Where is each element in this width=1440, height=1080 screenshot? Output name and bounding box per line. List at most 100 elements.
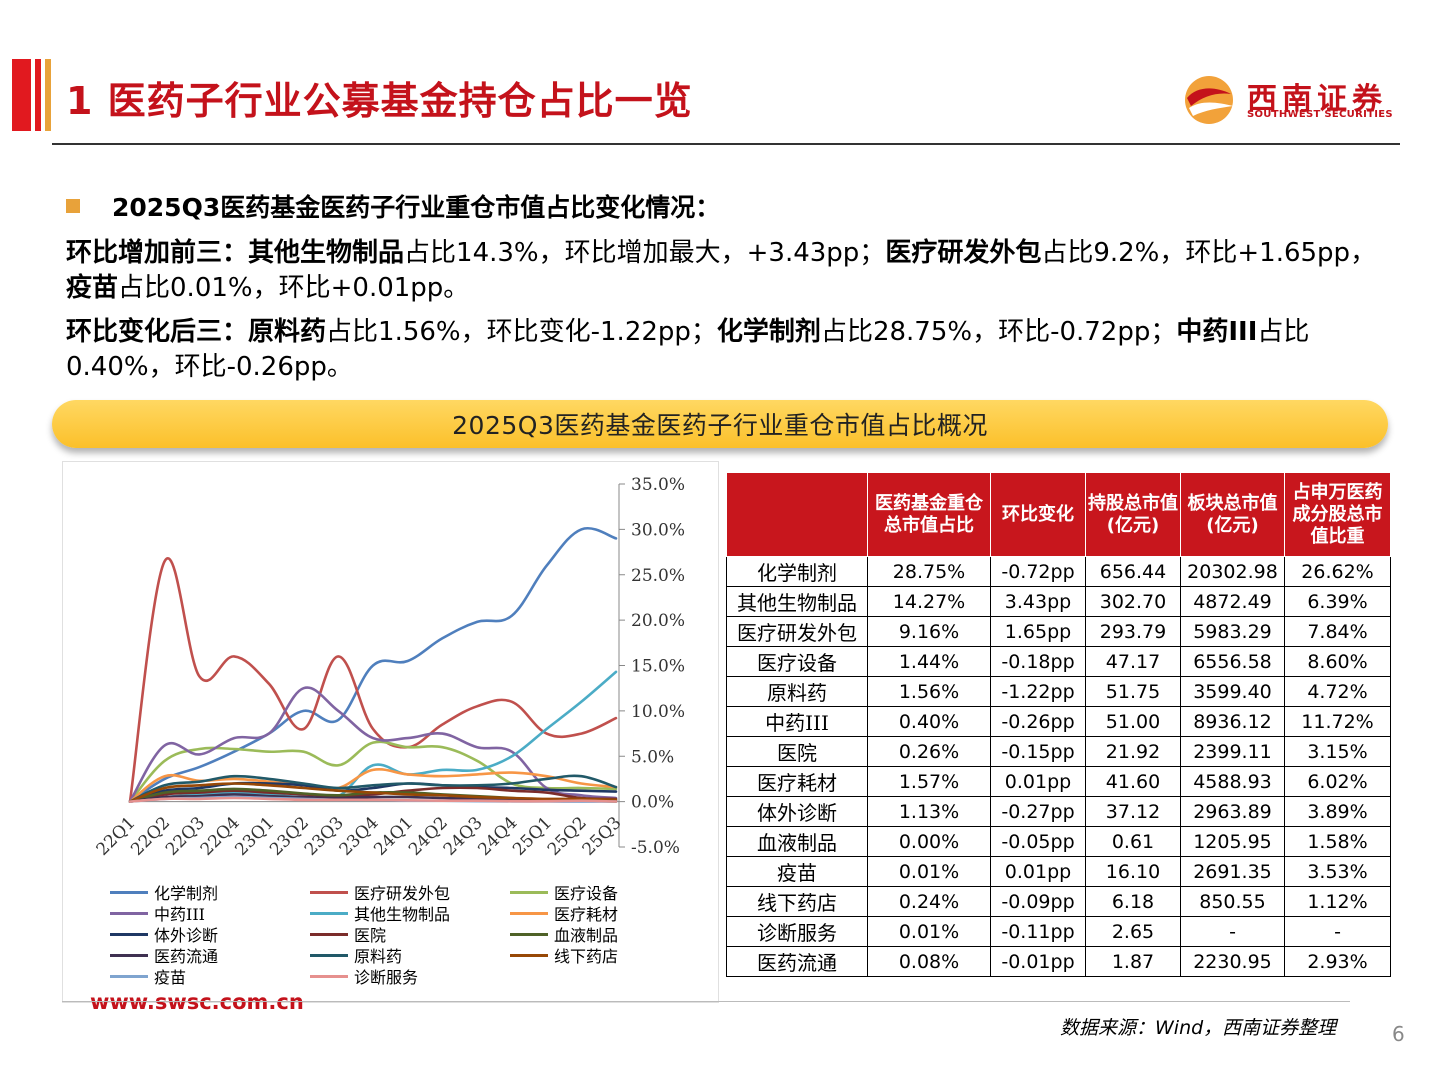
table-value-cell: 7.84% (1284, 616, 1391, 647)
legend-label: 其他生物制品 (354, 905, 451, 924)
series-line-其他生物制品 (128, 670, 618, 803)
table-value-cell: 3.15% (1284, 736, 1391, 767)
legend-label: 医院 (354, 926, 387, 945)
legend-label: 疫苗 (154, 968, 187, 987)
legend-swatch (110, 953, 148, 957)
legend-swatch (110, 932, 148, 936)
footer-divider (62, 1001, 1350, 1002)
table-value-cell: 9.16% (867, 616, 991, 647)
legend-item: 医疗设备 (510, 880, 618, 904)
legend-swatch (310, 953, 348, 957)
legend-swatch (310, 911, 348, 915)
table-row: 其他生物制品 14.27% 3.43pp 302.70 4872.49 6.39% (726, 586, 1391, 617)
table-value-cell: -0.27pp (990, 796, 1086, 827)
x-tick-label: 23Q3 (301, 813, 348, 860)
summary-text-run: 环比增加前三： (66, 238, 249, 268)
table-value-cell: 4588.93 (1180, 766, 1285, 797)
page-title: 1 医药子行业公募基金持仓占比一览 (66, 79, 693, 123)
table-value-cell: 3.53% (1284, 856, 1391, 887)
legend-item: 医院 (310, 922, 386, 946)
table-value-cell: 3.43pp (990, 586, 1086, 617)
table-value-cell: -0.72pp (990, 556, 1086, 587)
summary-bullet: 2025Q3医药基金医药子行业重仓市值占比变化情况： (66, 188, 720, 224)
table-value-cell: 26.62% (1284, 556, 1391, 587)
table-value-cell: 0.08% (867, 946, 991, 977)
summary-text-run: 占比14.3%，环比增加最大，+3.43pp； (404, 238, 886, 268)
table-value-cell: 0.24% (867, 886, 991, 917)
table-value-cell: 11.72% (1284, 706, 1391, 737)
legend-swatch (110, 974, 148, 978)
table-category-cell: 化学制剂 (726, 556, 868, 587)
table-category-cell: 体外诊断 (726, 796, 868, 827)
legend-item: 其他生物制品 (310, 901, 450, 925)
legend-label: 医药流通 (154, 947, 219, 966)
series-line-体外诊断 (128, 781, 618, 803)
table-value-cell: 20302.98 (1180, 556, 1285, 587)
series-line-医疗设备 (128, 740, 618, 803)
y-tick-label: 30.0% (631, 520, 685, 540)
table-value-cell: 2230.95 (1180, 946, 1285, 977)
table-value-cell: -0.01pp (990, 946, 1086, 977)
legend-item: 诊断服务 (310, 964, 418, 988)
legend-item: 医药流通 (110, 943, 218, 967)
legend-item: 中药III (110, 901, 205, 925)
table-value-cell: 0.01pp (990, 766, 1086, 797)
table-category-cell: 诊断服务 (726, 916, 868, 947)
table-category-cell: 医疗设备 (726, 646, 868, 677)
table-row: 线下药店 0.24% -0.09pp 6.18 850.55 1.12% (726, 886, 1391, 917)
x-tick-label: 22Q3 (162, 813, 209, 860)
table-value-cell: 14.27% (867, 586, 991, 617)
table-value-cell: 47.17 (1085, 646, 1181, 677)
table-value-cell: -0.18pp (990, 646, 1086, 677)
table-row: 医疗耗材 1.57% 0.01pp 41.60 4588.93 6.02% (726, 766, 1391, 797)
table-value-cell: -0.26pp (990, 706, 1086, 737)
table-category-cell: 医疗耗材 (726, 766, 868, 797)
legend-item: 血液制品 (510, 922, 618, 946)
table-value-cell: 5983.29 (1180, 616, 1285, 647)
table-header-blank (726, 472, 868, 557)
legend-swatch (110, 890, 148, 894)
x-tick-label: 24Q1 (370, 813, 417, 860)
summary-paragraph-increase: 环比增加前三：其他生物制品占比14.3%，环比增加最大，+3.43pp；医疗研发… (66, 236, 1386, 306)
legend-label: 原料药 (354, 947, 403, 966)
chart-frame (62, 461, 719, 1003)
table-row: 医疗研发外包 9.16% 1.65pp 293.79 5983.29 7.84% (726, 616, 1391, 647)
table-value-cell: 8.60% (1284, 646, 1391, 677)
table-row: 体外诊断 1.13% -0.27pp 37.12 2963.89 3.89% (726, 796, 1391, 827)
company-logo: 西南证券 SOUTHWEST SECURITIES (1183, 72, 1403, 128)
legend-item: 原料药 (310, 943, 402, 967)
table-value-cell: 51.00 (1085, 706, 1181, 737)
table-row: 医院 0.26% -0.15pp 21.92 2399.11 3.15% (726, 736, 1391, 767)
table-value-cell: 302.70 (1085, 586, 1181, 617)
legend-label: 中药III (154, 905, 205, 924)
website-url[interactable]: www.swsc.com.cn (90, 990, 304, 1014)
summary-text-run: 其他生物制品 (248, 238, 405, 268)
x-tick-label: 23Q4 (336, 813, 383, 860)
series-line-线下药店 (128, 782, 618, 803)
summary-text-run: 医疗研发外包 (885, 238, 1042, 268)
table-value-cell: 41.60 (1085, 766, 1181, 797)
table-category-cell: 医院 (726, 736, 868, 767)
y-tick-label: -5.0% (631, 838, 680, 858)
table-header-cell: 占申万医药成分股总市值比重 (1284, 472, 1391, 557)
logo-emblem-icon (1185, 76, 1233, 124)
table-category-cell: 血液制品 (726, 826, 868, 857)
table-category-cell: 其他生物制品 (726, 586, 868, 617)
summary-text-run: 占比0.40%，环比-0.26pp。 (66, 317, 1310, 382)
title-accent-bars (12, 59, 52, 131)
data-source: 数据来源：Wind，西南证券整理 (1060, 1017, 1337, 1039)
bullet-square-icon (66, 199, 80, 213)
header-divider (52, 143, 1400, 145)
table-row: 中药III 0.40% -0.26pp 51.00 8936.12 11.72% (726, 706, 1391, 737)
series-line-原料药 (128, 774, 618, 803)
section-banner: 2025Q3医药基金医药子行业重仓市值占比概况 (52, 400, 1388, 448)
table-value-cell: 293.79 (1085, 616, 1181, 647)
table-value-cell: 6.02% (1284, 766, 1391, 797)
table-row: 原料药 1.56% -1.22pp 51.75 3599.40 4.72% (726, 676, 1391, 707)
table-header-cell: 医药基金重仓总市值占比 (867, 472, 991, 557)
table-row: 医疗设备 1.44% -0.18pp 47.17 6556.58 8.60% (726, 646, 1391, 677)
series-line-医疗研发外包 (128, 557, 618, 803)
legend-label: 线下药店 (554, 947, 619, 966)
table-row: 化学制剂 28.75% -0.72pp 656.44 20302.98 26.62% (726, 556, 1391, 587)
table-row: 医药流通 0.08% -0.01pp 1.87 2230.95 2.93% (726, 946, 1391, 977)
